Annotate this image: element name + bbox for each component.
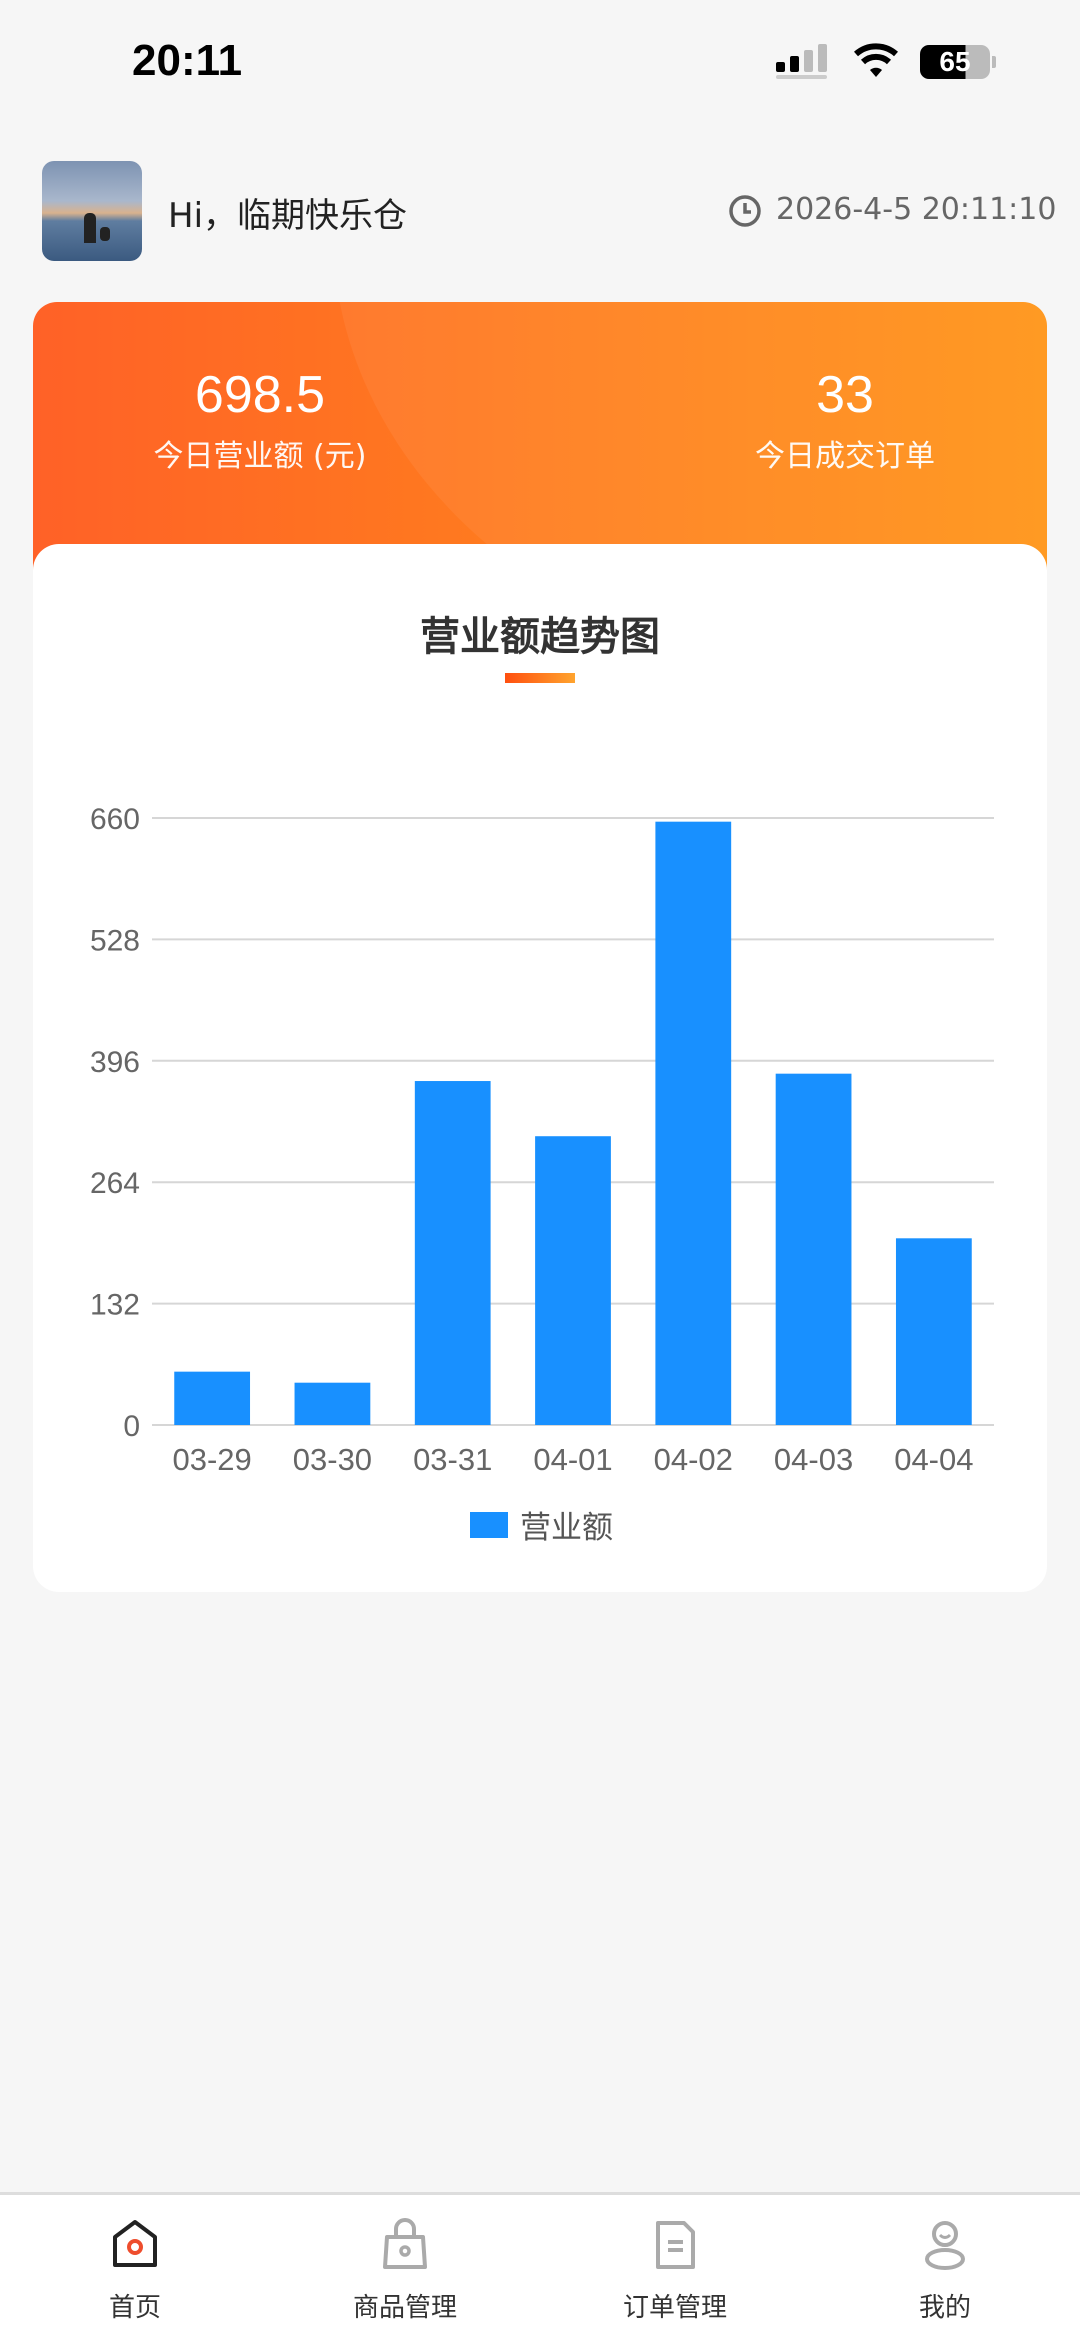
title-underline xyxy=(505,673,575,683)
nav-products[interactable]: 商品管理 xyxy=(270,2195,540,2336)
nav-label: 我的 xyxy=(918,2293,971,2323)
battery-level: 65 xyxy=(920,45,990,79)
nav-home[interactable]: 首页 xyxy=(0,2195,270,2336)
y-tick-label: 660 xyxy=(90,803,140,836)
today-orders: 33 今日成交订单 xyxy=(720,365,970,475)
signal-icon xyxy=(776,44,827,79)
today-orders-label: 今日成交订单 xyxy=(755,439,935,474)
bar xyxy=(414,1081,491,1425)
y-tick-label: 396 xyxy=(90,1046,140,1079)
avatar[interactable] xyxy=(42,161,142,261)
x-tick-label: 03-29 xyxy=(172,1442,251,1477)
home-icon xyxy=(113,2220,157,2267)
today-orders-value: 33 xyxy=(816,366,874,424)
bar xyxy=(775,1073,852,1425)
bar xyxy=(294,1382,371,1425)
bottom-nav: 首页 商品管理 订单管理 我的 xyxy=(0,2192,1080,2336)
document-icon xyxy=(656,2221,695,2269)
x-tick-label: 04-01 xyxy=(533,1442,612,1477)
legend-swatch xyxy=(470,1511,508,1538)
nav-label: 首页 xyxy=(108,2293,161,2323)
stats-banner xyxy=(33,302,1047,572)
current-datetime: 2026-4-5 20:11:10 xyxy=(776,192,1057,227)
nav-label: 订单管理 xyxy=(622,2293,727,2323)
chart-title: 营业额趋势图 xyxy=(420,614,660,660)
nav-label: 商品管理 xyxy=(352,2293,457,2323)
chart-legend[interactable]: 营业额 xyxy=(470,1502,613,1547)
today-revenue-value: 698.5 xyxy=(194,366,326,424)
user-icon xyxy=(925,2221,965,2270)
y-tick-label: 132 xyxy=(90,1289,140,1322)
x-tick-label: 04-04 xyxy=(894,1442,973,1477)
y-tick-label: 0 xyxy=(123,1410,140,1443)
wifi-icon xyxy=(854,43,898,77)
x-tick-label: 04-02 xyxy=(654,1442,733,1477)
x-tick-label: 04-03 xyxy=(774,1442,853,1477)
nav-orders[interactable]: 订单管理 xyxy=(540,2195,810,2336)
x-tick-label: 03-31 xyxy=(413,1442,492,1477)
bar xyxy=(655,821,732,1425)
clock-icon xyxy=(729,195,761,227)
status-time: 20:11 xyxy=(132,36,243,85)
today-revenue-label: 今日营业额 (元) xyxy=(153,439,367,474)
bag-icon xyxy=(383,2218,427,2269)
greeting-text: Hi，临期快乐仓 xyxy=(168,196,408,236)
y-tick-label: 528 xyxy=(90,924,140,957)
y-tick-label: 264 xyxy=(90,1167,140,1200)
bar xyxy=(895,1238,972,1425)
bar xyxy=(174,1371,251,1425)
legend-label: 营业额 xyxy=(520,1510,613,1546)
x-tick-label: 03-30 xyxy=(293,1442,372,1477)
nav-mine[interactable]: 我的 xyxy=(810,2195,1080,2336)
revenue-bar-chart: 0 132 264 396 528 660 03-29 03-30 03-31 04-01 04-0… xyxy=(90,803,994,1477)
today-revenue: 698.5 今日营业额 (元) xyxy=(110,365,410,475)
battery-icon: 65 xyxy=(920,44,1000,80)
bar xyxy=(535,1136,611,1425)
